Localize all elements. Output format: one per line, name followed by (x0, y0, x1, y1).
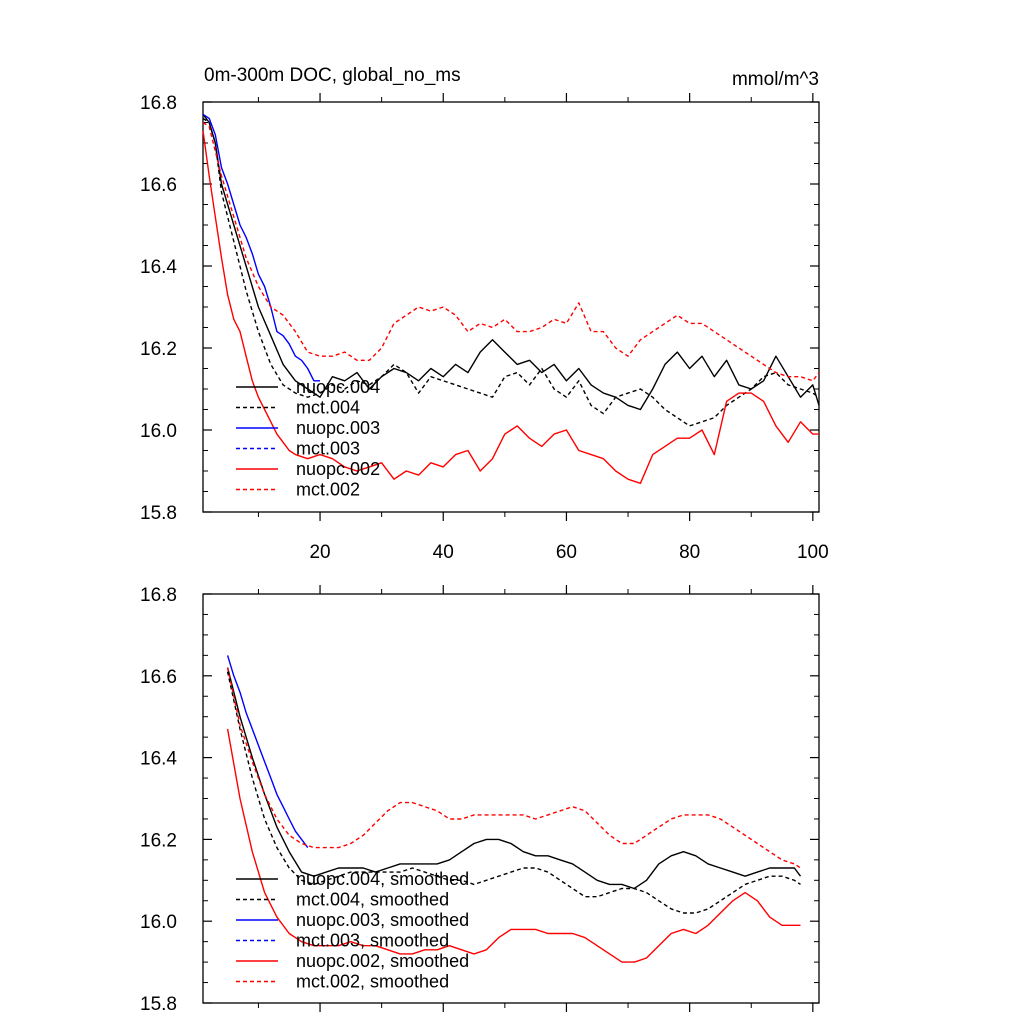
series-line-mct-002-smoothed (226, 667, 801, 869)
y-tick-label: 16.6 (140, 175, 177, 196)
y-tick-label: 15.8 (140, 503, 177, 524)
series-line-nuopc-004 (202, 113, 820, 411)
y-tick-label: 16.0 (140, 421, 177, 442)
legend-label: mct.003 (296, 439, 360, 459)
x-tick-label: 80 (679, 542, 700, 563)
chart-title: 0m-300m DOC, global_no_ms (204, 65, 461, 86)
legend-label: nuopc.002, smoothed (296, 951, 469, 971)
y-tick-label: 16.2 (140, 339, 177, 360)
y-tick-label: 16.8 (140, 585, 177, 606)
y-tick-label: 16.4 (140, 749, 177, 770)
series-line-mct-004-smoothed (226, 671, 801, 914)
y-tick-label: 16.2 (140, 830, 177, 851)
legend-label: mct.002, smoothed (296, 972, 449, 992)
x-tick-label: 100 (797, 542, 829, 563)
series-line-nuopc-003 (202, 113, 320, 382)
series-line-nuopc-002 (202, 130, 819, 484)
x-tick-label: 20 (309, 542, 330, 563)
legend-label: nuopc.004, smoothed (296, 869, 469, 889)
legend-label: mct.004 (296, 398, 360, 418)
series-line-mct-004 (202, 117, 820, 427)
legend-label: nuopc.002 (296, 459, 380, 479)
y-tick-label: 16.8 (140, 93, 177, 114)
y-tick-label: 16.6 (140, 667, 177, 688)
series-line-nuopc-003-smoothed (226, 655, 309, 849)
x-tick-label: 40 (433, 542, 454, 563)
series-line-nuopc-004-smoothed (226, 667, 802, 890)
x-tick-label: 60 (556, 542, 577, 563)
legend-label: nuopc.004 (296, 377, 380, 397)
y-tick-label: 16.0 (140, 912, 177, 933)
legend-label: mct.003, smoothed (296, 931, 449, 951)
units-label: mmol/m^3 (732, 69, 819, 90)
legend-label: nuopc.003, smoothed (296, 910, 469, 930)
legend-label: nuopc.003 (296, 418, 380, 438)
series-line-mct-002 (202, 121, 820, 382)
y-tick-label: 16.4 (140, 257, 177, 278)
legend-label: mct.002 (296, 480, 360, 500)
top-panel: 15.8 16.0 16.2 16.4 16.6 16.8 20 40 60 80 100 nuopc… (140, 93, 829, 563)
series-line-nuopc-002-smoothed (226, 728, 801, 963)
y-tick-label: 15.8 (140, 994, 177, 1015)
legend-label: mct.004, smoothed (296, 890, 449, 910)
bottom-panel: 15.8 16.0 16.2 16.4 16.6 16.8 nuopc.004, smoot… (140, 585, 820, 1015)
